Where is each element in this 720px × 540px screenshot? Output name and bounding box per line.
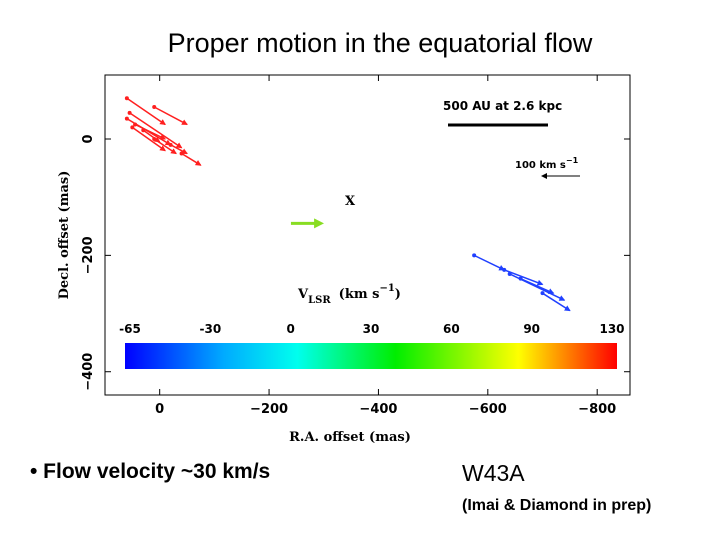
redshifted-vectors [124,96,202,166]
slide-title: Proper motion in the equatorial flow [167,28,593,58]
y-axis-title: Decl. offset (mas) [57,171,72,300]
y-axis-ticks: 0 −200 −400 [81,134,630,391]
center-label: X [345,194,356,209]
maser-spot [124,116,129,121]
colorbar-tick-label: 60 [443,322,460,336]
plot-frame [104,74,631,396]
y-tick-label: −400 [81,353,96,391]
colorbar-tick-label: 30 [363,322,380,336]
source-reference: (Imai & Diamond in prep) [462,497,652,514]
colorbar-tick-label: 0 [286,322,294,336]
maser-spot [130,125,135,130]
maser-spot [518,276,523,281]
motion-vector [181,152,202,166]
colorbar-tick-labels: -65 -30 0 30 60 90 130 [119,322,624,336]
scale-bar-label: 500 AU at 2.6 kpc [443,99,562,113]
maser-spot [124,96,129,101]
maser-spot [141,128,146,133]
x-tick-label: −600 [469,402,507,417]
motion-vector [170,144,188,155]
maser-spot [152,137,157,141]
maser-spot [168,142,173,147]
x-tick-label: −800 [578,402,616,417]
colorbar-tick-label: -30 [199,322,221,336]
motion-vector [126,97,166,126]
motion-vector [509,273,566,301]
motion-vector [473,254,506,271]
motion-vector [520,277,555,294]
x-tick-label: −400 [359,402,397,417]
velocity-colorbar [125,343,617,369]
motion-vector [153,106,188,126]
colorbar-title: VLSR (km s−1) [297,283,401,306]
maser-spot [507,271,512,276]
colorbar-tick-label: -65 [119,322,141,336]
y-tick-label: −200 [81,236,96,274]
proper-motion-chart: 0 −200 −400 −600 −800 0 −200 −400 500 AU at 2.… [57,74,631,445]
x-tick-label: 0 [155,402,164,417]
bullet-flow-velocity: • Flow velocity ~30 km/s [30,460,271,483]
motion-vector [129,112,183,149]
maser-spot [152,105,157,109]
motion-vector [153,138,177,155]
motion-vector [542,292,571,312]
velocity-scale-label: 100 km s−1 [515,156,579,171]
blueshifted-vectors [472,253,571,312]
maser-spot [127,110,132,115]
x-axis-title: R.A. offset (mas) [289,430,411,445]
source-name: W43A [462,460,525,486]
colorbar-tick-label: 90 [523,322,540,336]
colorbar-tick-label: 130 [599,322,624,336]
maser-spot [179,151,184,156]
motion-vector [131,126,166,152]
y-tick-label: 0 [81,134,96,143]
maser-spot [540,291,545,296]
x-axis-ticks: 0 −200 −400 −600 −800 [155,75,616,417]
maser-spot [133,122,138,127]
maser-spot [502,267,507,272]
x-tick-label: −200 [250,402,288,417]
maser-spot [472,253,477,258]
